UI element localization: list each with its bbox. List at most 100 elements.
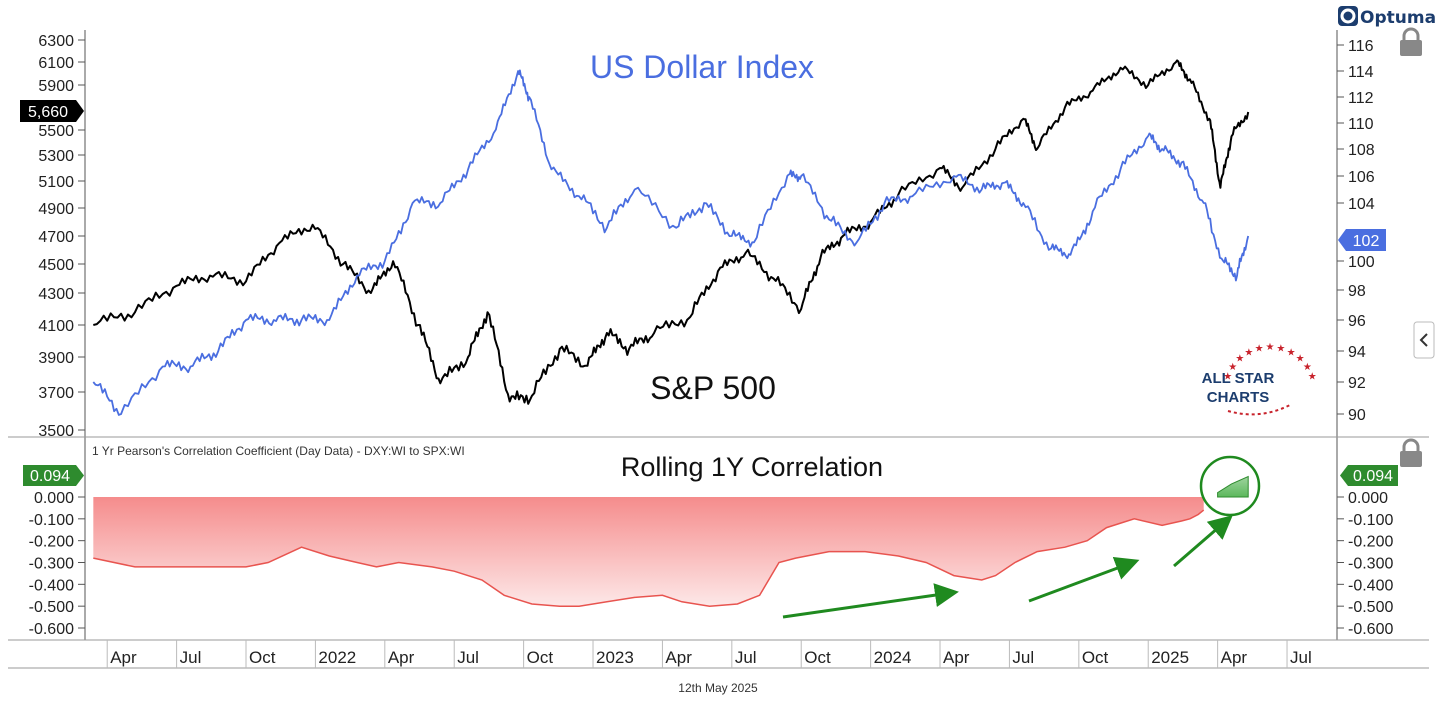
highlight-circle — [1199, 455, 1261, 517]
x-tick-label: Apr — [110, 648, 137, 667]
footer-date: 12th May 2025 — [678, 681, 758, 695]
x-tick-label: Jul — [1012, 648, 1034, 667]
right-tick-label: 108 — [1348, 142, 1375, 159]
trend-arrow-1 — [782, 583, 959, 619]
left-tick-label: 4900 — [38, 201, 74, 218]
left-tick-label: 3900 — [38, 350, 74, 367]
left-tick-label: 6100 — [38, 55, 74, 72]
star-icon: ★ — [1266, 342, 1275, 353]
x-tick-label: Oct — [804, 648, 831, 667]
x-tick-label: 2023 — [596, 648, 634, 667]
dxy-current-tag: 102 — [1338, 229, 1386, 251]
left-tick-label: 4700 — [38, 229, 74, 246]
correlation-left-ticks: 0.000 -0.100 -0.200 -0.300 -0.400 -0.500 -0.60… — [29, 490, 85, 638]
correlation-panel — [93, 475, 1249, 607]
x-tick-label: Apr — [665, 648, 692, 667]
corr-left-tick-label: 0.000 — [34, 490, 74, 507]
right-tick-label: 104 — [1348, 196, 1375, 213]
star-icon: ★ — [1303, 362, 1312, 373]
corr-right-tick-label: -0.500 — [1348, 599, 1393, 616]
right-tick-label: 114 — [1348, 64, 1374, 81]
svg-text:102: 102 — [1353, 233, 1380, 250]
left-axis-ticks: 3500 3700 3900 4100 4300 4500 4700 4900 5100 5300… — [38, 33, 85, 440]
trend-arrow-2 — [1028, 556, 1140, 603]
dxy-title: US Dollar Index — [590, 49, 814, 85]
corr-current-tag-left: 0.094 — [23, 465, 84, 486]
allstarcharts-logo: ★★★★ ★ ★ ★ ★★★★ ALL STAR CHARTS — [1202, 342, 1317, 416]
svg-text:CHARTS: CHARTS — [1207, 389, 1270, 406]
chevron-left-icon[interactable] — [1413, 321, 1435, 359]
x-tick-label: 2024 — [874, 648, 912, 667]
corr-right-tick-label: 0.000 — [1348, 490, 1388, 507]
left-tick-label: 5500 — [38, 123, 74, 140]
spx-line — [93, 59, 1250, 405]
trend-arrow-3 — [1173, 515, 1233, 568]
left-tick-label: 5900 — [38, 78, 74, 95]
star-icon: ★ — [1308, 372, 1317, 383]
right-tick-label: 100 — [1348, 254, 1375, 271]
x-tick-label: Oct — [1082, 648, 1109, 667]
dxy-line — [92, 69, 1250, 416]
left-tick-label: 4100 — [38, 318, 74, 335]
x-tick-label: Apr — [388, 648, 415, 667]
x-tick-label: 2025 — [1151, 648, 1189, 667]
corr-left-tick-label: -0.300 — [29, 556, 74, 573]
x-tick-label: Jul — [1290, 648, 1312, 667]
corr-current-tag-right: 0.094 — [1340, 465, 1398, 486]
left-tick-label: 3700 — [38, 385, 74, 402]
price-panel — [92, 59, 1250, 416]
star-icon: ★ — [1287, 347, 1296, 358]
right-tick-label: 106 — [1348, 169, 1375, 186]
x-tick-label: Oct — [249, 648, 276, 667]
correlation-line — [93, 509, 1205, 607]
svg-text:0.094: 0.094 — [1353, 468, 1393, 485]
corr-right-tick-label: -0.100 — [1348, 512, 1393, 529]
right-tick-label: 92 — [1348, 375, 1366, 392]
x-tick-label: 2022 — [318, 648, 356, 667]
corr-left-tick-label: -0.200 — [29, 534, 74, 551]
left-tick-label: 6300 — [38, 33, 74, 50]
star-icon: ★ — [1255, 343, 1264, 354]
left-tick-label: 4500 — [38, 257, 74, 274]
x-tick-label: Jul — [180, 648, 202, 667]
svg-text:Optuma: Optuma — [1360, 8, 1436, 28]
right-tick-label: 110 — [1348, 116, 1374, 133]
x-tick-label: Apr — [1221, 648, 1248, 667]
right-tick-label: 112 — [1348, 90, 1374, 107]
corr-left-tick-label: -0.500 — [29, 599, 74, 616]
right-tick-label: 94 — [1348, 344, 1366, 361]
corr-right-tick-label: -0.600 — [1348, 621, 1393, 638]
svg-text:0.094: 0.094 — [30, 468, 70, 485]
right-tick-label: 90 — [1348, 407, 1366, 424]
correlation-right-ticks: 0.000 -0.100 -0.200 -0.300 -0.400 -0.500 -0.60… — [1337, 490, 1393, 638]
x-tick-label: Jul — [735, 648, 757, 667]
lock-icon[interactable] — [1400, 27, 1422, 56]
corr-right-tick-label: -0.400 — [1348, 577, 1393, 594]
time-axis-ticks: Apr Jul Oct 2022 Apr Jul Oct 2023 Apr Jul Oct 2024 A… — [106, 640, 1312, 668]
star-icon: ★ — [1228, 362, 1237, 373]
star-icon: ★ — [1235, 354, 1244, 365]
x-tick-label: Apr — [943, 648, 970, 667]
star-icon: ★ — [1296, 354, 1305, 365]
corr-right-tick-label: -0.300 — [1348, 556, 1393, 573]
right-tick-label: 96 — [1348, 313, 1366, 330]
lock-icon[interactable] — [1400, 438, 1422, 467]
spx-label: S&P 500 — [650, 370, 776, 406]
x-tick-label: Jul — [457, 648, 479, 667]
star-icon: ★ — [1244, 347, 1253, 358]
right-tick-label: 98 — [1348, 283, 1366, 300]
x-tick-label: Oct — [527, 648, 554, 667]
star-icon: ★ — [1276, 343, 1285, 354]
correlation-caption: 1 Yr Pearson's Correlation Coefficient (… — [92, 444, 465, 458]
corr-right-tick-label: -0.200 — [1348, 534, 1393, 551]
correlation-title: Rolling 1Y Correlation — [621, 452, 883, 482]
corr-left-tick-label: -0.400 — [29, 577, 74, 594]
right-tick-label: 116 — [1348, 38, 1374, 55]
svg-text:5,660: 5,660 — [28, 104, 68, 121]
left-tick-label: 5100 — [38, 174, 74, 191]
star-icon: ★ — [1223, 372, 1232, 383]
left-tick-label: 5300 — [38, 148, 74, 165]
correlation-positive-area — [1217, 475, 1249, 498]
corr-left-tick-label: -0.100 — [29, 512, 74, 529]
